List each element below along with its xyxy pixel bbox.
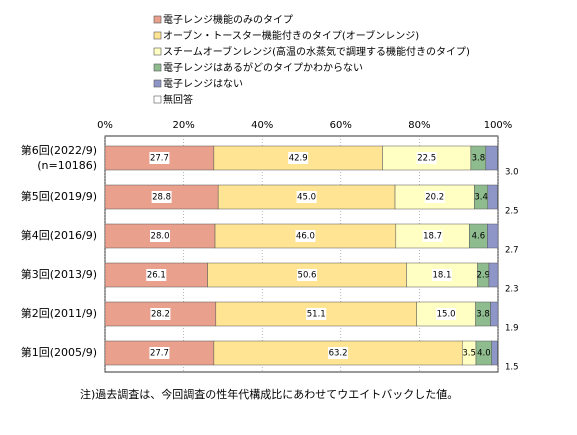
legend-label: 電子レンジはあるがどのタイプかわからない <box>163 61 363 74</box>
value-label: 1.9 <box>505 324 519 334</box>
value-label: 2.9 <box>476 271 490 281</box>
bar-segment <box>485 145 498 171</box>
value-label: 3.5 <box>462 349 476 359</box>
value-label: 20.2 <box>425 193 444 203</box>
value-label: 63.2 <box>329 349 348 359</box>
value-label: 45.0 <box>297 193 316 203</box>
value-label: 50.6 <box>298 271 317 281</box>
category-label: 第2回(2011/9) <box>21 306 97 320</box>
value-label-bg <box>151 191 172 203</box>
x-tick-label: 40% <box>251 120 273 131</box>
value-label-bg <box>288 152 309 164</box>
value-label-bg <box>149 152 170 164</box>
x-tick-label: 60% <box>330 120 352 131</box>
plot-frame <box>104 135 499 373</box>
legend-swatch <box>153 47 162 56</box>
value-label: 28.0 <box>151 232 170 242</box>
legend-label: オーブン・トースター機能付きのタイプ(オーブンレンジ) <box>163 29 419 42</box>
value-label: 18.7 <box>423 232 442 242</box>
legend-label: 電子レンジ機能のみのタイプ <box>163 13 293 26</box>
value-label-bg <box>422 230 443 242</box>
value-label: 3.8 <box>472 154 486 164</box>
value-label-bg <box>150 230 171 242</box>
category-label: 第3回(2013/9) <box>21 267 97 281</box>
value-label: 22.5 <box>417 154 436 164</box>
value-label: 3.4 <box>474 193 488 203</box>
value-label: 2.3 <box>505 285 519 295</box>
value-label: 3.0 <box>505 168 519 178</box>
value-label-bg <box>295 230 316 242</box>
category-label: 第1回(2005/9) <box>21 345 97 359</box>
value-label: 42.9 <box>289 154 308 164</box>
value-label: 1.5 <box>505 363 519 373</box>
value-label: 26.1 <box>147 271 166 281</box>
sample-size: (n=10186) <box>37 159 97 172</box>
legend-swatch <box>153 63 162 72</box>
value-label: 28.2 <box>151 310 170 320</box>
value-label-bg <box>436 308 457 320</box>
value-label: 2.7 <box>505 246 519 256</box>
value-label: 46.0 <box>296 232 315 242</box>
legend-label: 無回答 <box>163 93 193 106</box>
bar-segment <box>487 223 499 249</box>
value-label: 3.8 <box>476 310 490 320</box>
x-tick-label: 0% <box>97 120 113 131</box>
value-label: 4.0 <box>477 349 491 359</box>
legend-label: 電子レンジはない <box>163 78 243 90</box>
value-label: 51.1 <box>307 310 326 320</box>
legend-swatch <box>153 95 162 104</box>
bar-segment <box>490 301 499 327</box>
value-label: 15.0 <box>437 310 456 320</box>
legend-swatch <box>153 79 162 88</box>
value-label: 27.7 <box>150 349 169 359</box>
bar-segment <box>488 262 499 288</box>
category-label: 第6回(2022/9) <box>21 143 97 157</box>
category-label: 第4回(2016/9) <box>21 228 97 242</box>
note: 注)過去調査は、今回調査の性年代構成比にあわせてウエイトバックした値。 <box>80 387 458 401</box>
legend-label: スチームオーブンレンジ(高温の水蒸気で調理する機能付きのタイプ) <box>163 45 470 58</box>
value-label: 28.8 <box>152 193 171 203</box>
x-tick-label: 20% <box>172 120 194 131</box>
value-label-bg <box>306 308 327 320</box>
value-label-bg <box>431 269 452 281</box>
category-label: 第5回(2019/9) <box>21 189 97 203</box>
x-tick-label: 100% <box>484 120 513 131</box>
value-label: 18.1 <box>433 271 452 281</box>
value-label-bg <box>146 269 167 281</box>
bar-segment <box>491 340 498 366</box>
x-tick-label: 80% <box>408 120 430 131</box>
value-label-bg <box>150 308 171 320</box>
value-label: 27.7 <box>150 154 169 164</box>
value-label-bg <box>149 347 170 359</box>
value-label-bg <box>424 191 445 203</box>
value-label-bg <box>328 347 349 359</box>
bar-segment <box>394 184 475 210</box>
legend-swatch <box>153 15 162 24</box>
value-label: 4.6 <box>472 232 486 242</box>
value-label-bg <box>416 152 437 164</box>
value-label: 2.5 <box>505 207 519 217</box>
value-label-bg <box>296 191 317 203</box>
value-label-bg <box>297 269 318 281</box>
legend-swatch <box>153 31 162 40</box>
bar-segment <box>487 184 498 210</box>
